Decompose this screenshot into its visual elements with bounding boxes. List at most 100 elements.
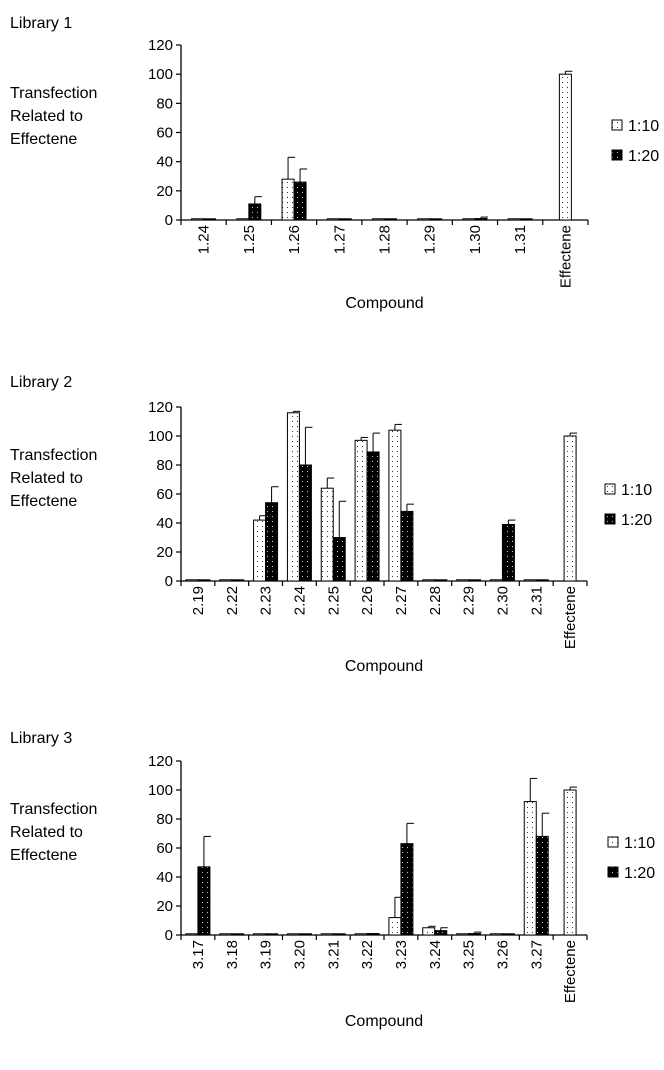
x-tick-label: 1.25 <box>241 225 258 254</box>
bar-1-10 <box>236 218 250 221</box>
bar-1-10 <box>253 933 267 936</box>
x-tick-label: 3.26 <box>494 940 511 969</box>
bar-1-10 <box>372 218 385 221</box>
bar-1-10 <box>563 789 577 936</box>
legend-label: 1:10 <box>624 835 655 852</box>
y-axis-label-line: Transfection <box>10 447 98 464</box>
x-tick-label: Effectene <box>562 940 579 1003</box>
bar-1-20 <box>197 866 211 936</box>
bar-1-10 <box>191 218 205 221</box>
bar-1-10 <box>219 933 233 936</box>
bar-1-10 <box>354 933 368 936</box>
x-tick-label: 1.28 <box>377 225 394 254</box>
bar-1-20 <box>293 181 307 221</box>
y-tick-label: 120 <box>148 37 173 54</box>
x-tick-label: 3.22 <box>359 940 376 969</box>
chart-panel-library-1: Library 1 Transfection Related to Effect… <box>0 15 664 355</box>
x-axis-label: Compound <box>345 1013 423 1030</box>
x-tick-label: 1.31 <box>512 225 529 254</box>
x-tick-label: 2.31 <box>528 586 545 615</box>
bar-1-10 <box>422 927 436 936</box>
bar-1-20 <box>400 843 414 936</box>
y-tick-label: 20 <box>156 544 173 561</box>
bar-1-20 <box>231 579 245 582</box>
y-axis-label-line: Related to <box>10 470 83 487</box>
y-tick-label: 120 <box>148 753 173 770</box>
bar-1-20 <box>535 579 549 582</box>
x-tick-label: 2.24 <box>291 586 308 615</box>
bar-1-20 <box>298 464 312 582</box>
legend-label: 1:20 <box>621 512 652 529</box>
bar-1-20 <box>519 218 533 221</box>
y-tick-label: 100 <box>148 66 173 83</box>
bar-1-20 <box>231 933 245 936</box>
y-axis-label-line: Transfection <box>10 85 98 102</box>
y-axis-label-line: Transfection <box>10 801 98 818</box>
bar-1-10 <box>286 933 300 936</box>
bar-1-10 <box>320 487 334 582</box>
y-axis-label-line: Related to <box>10 824 83 841</box>
bar-1-20 <box>197 579 211 582</box>
x-tick-label: 1.27 <box>331 225 348 254</box>
bar-1-20 <box>429 218 443 221</box>
y-tick-label: 40 <box>156 515 173 532</box>
x-tick-label: 2.30 <box>494 586 511 615</box>
legend-swatch-1-20 <box>607 866 619 878</box>
chart-title: Library 3 <box>10 730 73 747</box>
legend-label: 1:20 <box>628 148 659 165</box>
y-tick-label: 0 <box>165 212 173 229</box>
bar-1-20 <box>265 933 279 936</box>
y-tick-label: 100 <box>148 782 173 799</box>
y-tick-label: 120 <box>148 399 173 416</box>
bar-1-20 <box>203 218 217 221</box>
bar-1-20 <box>366 451 380 582</box>
bar-1-10 <box>563 435 577 582</box>
bar-1-20 <box>474 218 488 221</box>
bar-1-20 <box>265 502 279 582</box>
y-tick-label: 60 <box>156 840 173 857</box>
x-tick-label: 2.28 <box>427 586 444 615</box>
bar-chart-svg: 0 20 40 60 80 100 120 1.24 1.25 1.26 1.27 1.28 1.29 1… <box>148 37 659 312</box>
bar-1-10 <box>320 933 334 936</box>
bar-1-20 <box>434 930 448 936</box>
y-tick-label: 80 <box>156 457 173 474</box>
y-tick-label: 60 <box>156 486 173 503</box>
bar-1-20 <box>501 523 515 582</box>
bar-1-20 <box>434 579 448 582</box>
x-tick-label: Effectene <box>562 586 579 649</box>
bar-1-10 <box>326 218 340 221</box>
bar-1-10 <box>462 218 476 221</box>
x-tick-label: 3.19 <box>258 940 275 969</box>
bar-chart-svg: 0 20 40 60 80 100 120 3.17 3.18 3.19 3.20 3.21 3.22 3… <box>148 753 655 1030</box>
bar-1-20 <box>332 933 346 936</box>
y-tick-label: 80 <box>156 811 173 828</box>
legend-swatch-1-20 <box>604 513 616 525</box>
x-tick-label: 1.30 <box>467 225 484 254</box>
bar-1-10 <box>456 579 470 582</box>
y-tick-label: 40 <box>156 154 173 171</box>
y-tick-label: 20 <box>156 898 173 915</box>
x-tick-label: 3.27 <box>528 940 545 969</box>
y-tick-label: 40 <box>156 869 173 886</box>
bar-1-20 <box>468 579 482 582</box>
bar-1-10 <box>558 73 572 221</box>
bar-1-10 <box>253 519 267 582</box>
y-axis-label-line: Effectene <box>10 131 78 148</box>
bar-chart-svg: 0 20 40 60 80 100 120 2.19 2.22 2.23 2.24 2.25 2.26 2… <box>148 399 652 675</box>
bar-1-10 <box>281 178 295 221</box>
y-tick-label: 100 <box>148 428 173 445</box>
bar-1-10 <box>354 439 368 582</box>
bar-1-20 <box>400 510 414 582</box>
bar-1-20 <box>248 203 262 221</box>
x-tick-label: 3.20 <box>291 940 308 969</box>
x-tick-label: 2.26 <box>359 586 376 615</box>
y-axis-label-line: Related to <box>10 108 83 125</box>
x-tick-label: 3.18 <box>224 940 241 969</box>
y-tick-label: 80 <box>156 95 173 112</box>
bar-1-20 <box>366 933 380 936</box>
y-axis-label-line: Effectene <box>10 847 78 864</box>
bar-1-10 <box>422 579 436 582</box>
x-axis-label: Compound <box>345 295 423 312</box>
legend-swatch-1-10 <box>604 483 616 495</box>
bar-1-10 <box>185 579 199 582</box>
